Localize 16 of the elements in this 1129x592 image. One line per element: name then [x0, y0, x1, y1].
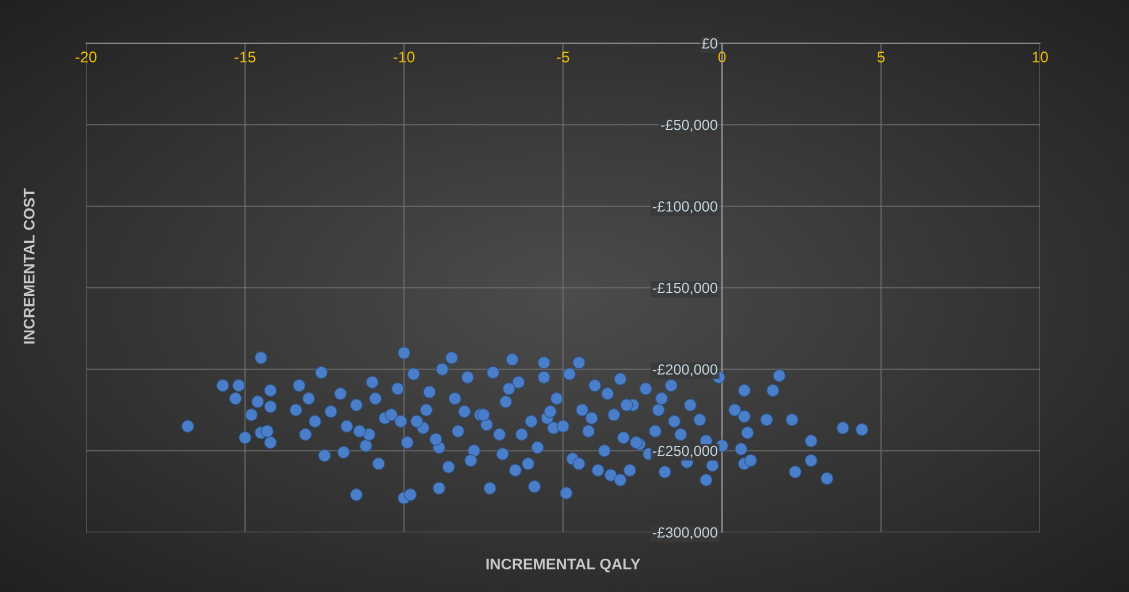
y-tick-label: -£250,000	[652, 445, 718, 458]
x-tick-label: -15	[234, 51, 256, 63]
y-tick-label: -£300,000	[652, 527, 718, 540]
x-axis-title: INCREMENTAL QALY	[486, 558, 641, 573]
x-tick-label: -5	[556, 51, 570, 63]
y-tick-label: -£150,000	[652, 282, 718, 295]
x-tick-label: 10	[1032, 51, 1048, 63]
x-tick-label: 5	[877, 51, 885, 63]
y-axis-title: INCREMENTAL COST	[23, 188, 35, 344]
y-tick-label: -£100,000	[652, 201, 718, 214]
x-tick-label: -10	[393, 51, 415, 63]
y-tick-label: -£200,000	[652, 364, 718, 377]
x-tick-label: -20	[75, 51, 97, 63]
y-tick-label: -£50,000	[660, 119, 718, 132]
x-tick-label: 0	[718, 51, 726, 63]
y-tick-label: £0	[702, 38, 718, 49]
